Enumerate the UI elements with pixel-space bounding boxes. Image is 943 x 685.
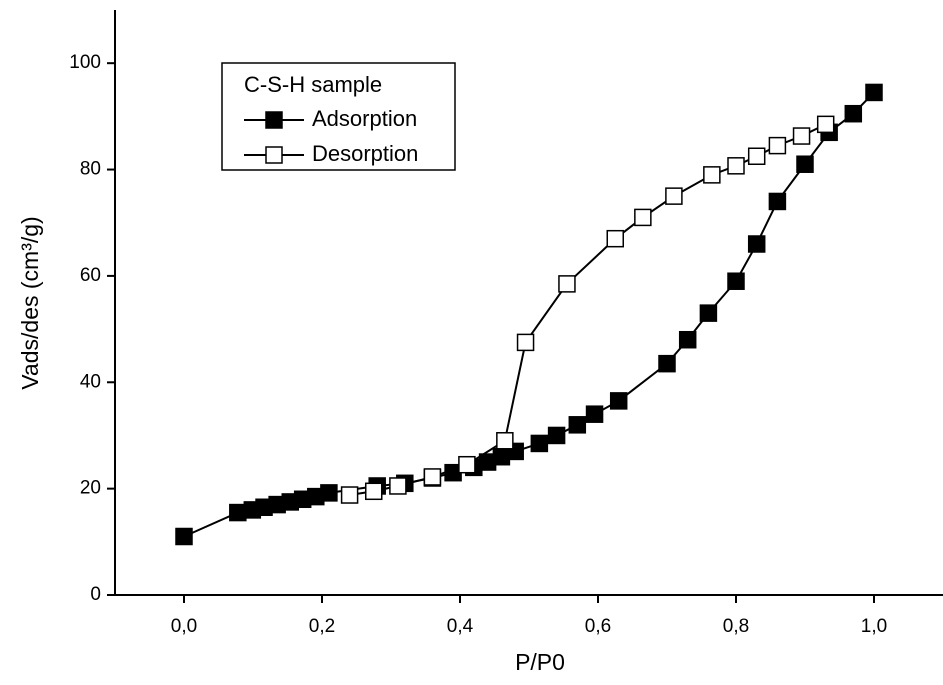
x-tick-label: 0,8 (723, 616, 749, 637)
x-tick-label: 0,0 (171, 616, 197, 637)
data-point (796, 155, 814, 173)
legend-label: Adsorption (312, 106, 417, 131)
data-point (703, 166, 721, 184)
legend-box (221, 62, 456, 171)
legend-title: C-S-H sample (244, 72, 382, 97)
legend-marker (265, 111, 283, 129)
data-point (658, 354, 676, 373)
data-point (547, 426, 566, 445)
y-tick-label: 40 (80, 371, 101, 392)
data-point (585, 405, 604, 423)
data-point (423, 468, 442, 486)
data-point (865, 83, 883, 102)
x-tick-label: 0,6 (585, 616, 611, 637)
data-point (365, 482, 383, 501)
data-point (727, 272, 745, 290)
data-point (606, 229, 624, 248)
data-point (609, 392, 628, 410)
data-point (727, 157, 745, 175)
data-point (768, 136, 787, 155)
data-point (747, 147, 766, 165)
data-point (389, 477, 407, 495)
data-point (747, 235, 766, 253)
x-tick-label: 1,0 (861, 616, 887, 637)
data-point (665, 187, 683, 205)
data-point (768, 192, 787, 211)
y-tick-label: 80 (80, 159, 101, 180)
data-point (530, 434, 549, 453)
series-line (349, 123, 827, 497)
y-axis-label: Vads/des (cm³/g) (17, 216, 43, 389)
data-point (792, 127, 811, 145)
data-point (175, 527, 193, 546)
data-point (634, 208, 652, 227)
data-point (678, 330, 697, 349)
data-point (699, 304, 718, 322)
data-point (496, 432, 514, 450)
data-point (229, 503, 247, 522)
data-point (558, 275, 576, 293)
data-point (516, 333, 535, 352)
x-tick-label: 0,2 (309, 616, 335, 637)
data-point (320, 484, 338, 502)
legend-label: Desorption (312, 141, 418, 166)
x-tick-label: 0,4 (447, 616, 474, 637)
data-point (816, 115, 835, 134)
data-point (340, 486, 359, 504)
legend-marker (265, 146, 283, 164)
data-point (458, 455, 476, 474)
y-tick-label: 60 (80, 265, 101, 286)
y-tick-label: 100 (69, 52, 101, 73)
data-point (568, 416, 587, 434)
y-tick-label: 20 (80, 478, 101, 499)
data-point (844, 104, 863, 123)
y-tick-label: 0 (90, 584, 101, 605)
x-axis-label: P/P0 (515, 649, 565, 675)
